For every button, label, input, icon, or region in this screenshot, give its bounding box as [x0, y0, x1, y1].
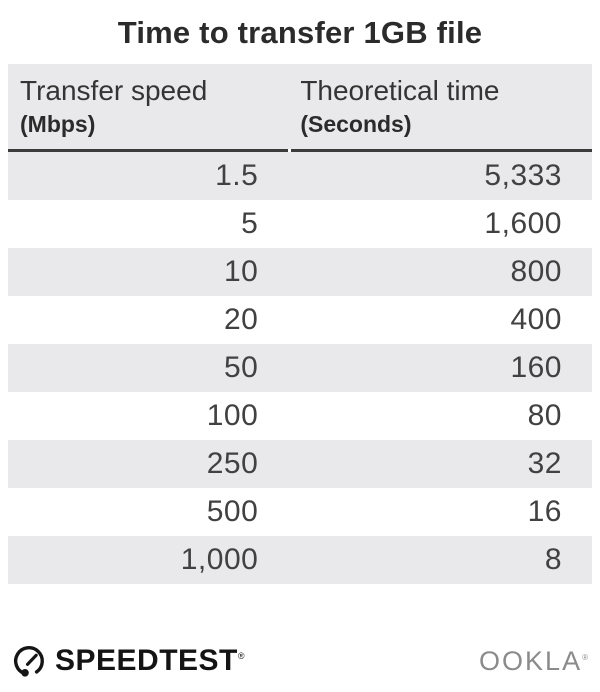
header-divider-left	[8, 149, 289, 153]
registered-trademark-icon: ®	[237, 651, 246, 661]
time-value-cell: 1,600	[484, 207, 562, 241]
time-value-cell: 32	[527, 447, 562, 481]
speed-value-cell: 10	[223, 255, 259, 289]
speed-value-cell: 5	[241, 207, 259, 241]
column-label: Theoretical time	[300, 75, 500, 106]
table-row: 50 160	[8, 344, 592, 393]
header-divider-right	[291, 149, 592, 153]
time-value-cell: 800	[510, 255, 562, 289]
column-label: Transfer speed	[20, 75, 208, 106]
time-value-cell: 160	[510, 351, 562, 385]
speed-value-cell: 1,000	[180, 543, 259, 577]
speedtest-wordmark: SPEEDTEST®	[55, 644, 245, 678]
table-row: 1,000 8	[8, 536, 592, 585]
time-value-cell: 16	[527, 495, 562, 529]
speed-value-cell: 20	[223, 303, 259, 337]
time-value-cell: 5,333	[484, 159, 562, 193]
table-body: 1.5 5,333 5 1,600 10 800 20 400	[8, 152, 592, 585]
time-value-cell: 8	[544, 543, 562, 577]
ookla-wordmark: OOKLA®	[479, 646, 590, 677]
header-cell-theoretical-time: Theoretical time (Seconds)	[288, 74, 592, 138]
table-row: 1.5 5,333	[8, 152, 592, 201]
time-value-cell: 400	[510, 303, 562, 337]
table-row: 5 1,600	[8, 200, 592, 248]
registered-trademark-icon: ®	[582, 652, 590, 662]
page-title: Time to transfer 1GB file	[117, 15, 483, 50]
column-unit: (Seconds)	[300, 110, 412, 137]
speed-value-cell: 50	[223, 351, 259, 385]
speedtest-brand-text: SPEEDTEST	[55, 644, 238, 677]
column-unit: (Mbps)	[20, 110, 96, 137]
speedtest-logo: SPEEDTEST®	[10, 642, 245, 680]
header-divider	[8, 149, 592, 153]
speedtest-gauge-icon	[14, 646, 44, 677]
table-row: 500 16	[8, 488, 592, 536]
footer: SPEEDTEST® OOKLA®	[10, 642, 590, 680]
infographic-canvas: Time to transfer 1GB file Transfer speed…	[0, 15, 600, 692]
transfer-time-table: Transfer speed (Mbps) Theoretical time (…	[8, 64, 592, 585]
ookla-brand-text: OOKLA	[479, 645, 583, 676]
speed-value-cell: 1.5	[215, 159, 259, 193]
header-cell-transfer-speed: Transfer speed (Mbps)	[8, 74, 288, 138]
table-row: 100 80	[8, 392, 592, 440]
time-value-cell: 80	[527, 399, 562, 433]
speed-value-cell: 250	[206, 447, 259, 481]
table-header-row: Transfer speed (Mbps) Theoretical time (…	[8, 64, 592, 150]
table-row: 250 32	[8, 440, 592, 489]
table-row: 10 800	[8, 248, 592, 297]
speed-value-cell: 500	[206, 495, 259, 529]
table-row: 20 400	[8, 296, 592, 344]
speed-value-cell: 100	[206, 399, 259, 433]
